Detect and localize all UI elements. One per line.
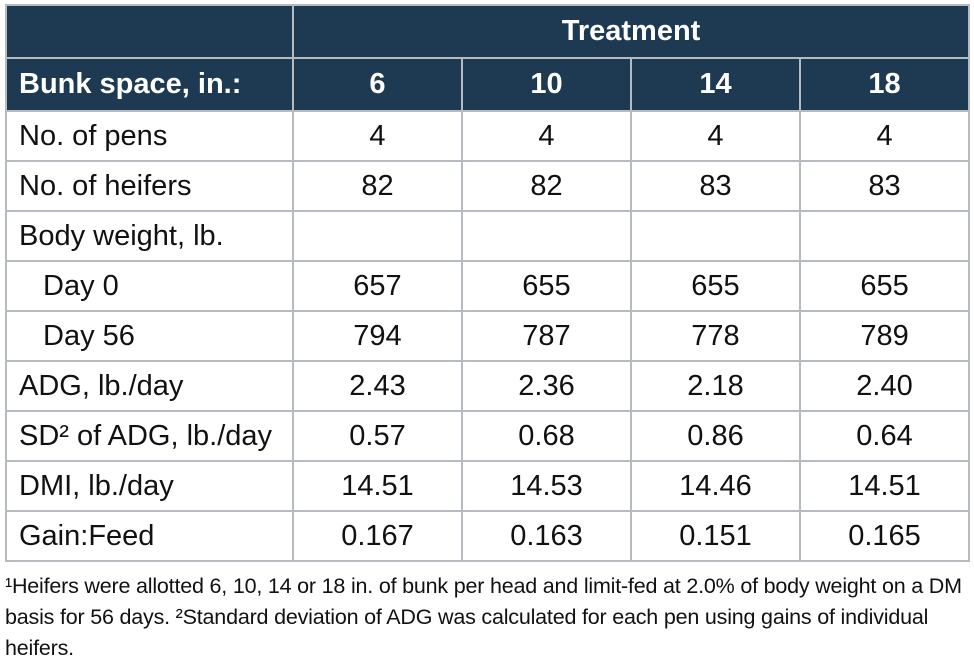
cell-value: 778	[630, 310, 801, 362]
cell-value: 0.64	[798, 410, 971, 462]
cell-value: 2.18	[630, 360, 801, 412]
table-row: Gain:Feed 0.167 0.163 0.151 0.165	[5, 510, 971, 562]
treatment-value-14: 14	[630, 57, 801, 112]
corner-cell	[5, 4, 294, 59]
cell-value: 82	[292, 160, 463, 212]
row-label: No. of heifers	[5, 160, 294, 212]
cell-value: 789	[798, 310, 971, 362]
table-body: No. of pens 4 4 4 4 No. of heifers 82 82 83 83 Bod…	[5, 110, 971, 562]
cell-value: 14.51	[798, 460, 971, 512]
cell-value: 0.68	[461, 410, 632, 462]
cell-value: 657	[292, 260, 463, 312]
row-label: Gain:Feed	[5, 510, 294, 562]
cell-value	[461, 210, 632, 262]
row-label: ADG, lb./day	[5, 360, 294, 412]
cell-value: 14.46	[630, 460, 801, 512]
treatment-value-18: 18	[798, 57, 971, 112]
row-label: Day 0	[5, 260, 294, 312]
table-row: No. of heifers 82 82 83 83	[5, 160, 971, 212]
treatment-results-table: Treatment Bunk space, in.: 6 10 14 18 No…	[5, 4, 971, 562]
cell-value: 2.43	[292, 360, 463, 412]
bunk-space-header-row: Bunk space, in.: 6 10 14 18	[5, 57, 971, 112]
cell-value	[798, 210, 971, 262]
table-row: Day 56 794 787 778 789	[5, 310, 971, 362]
cell-value: 4	[461, 110, 632, 162]
cell-value: 82	[461, 160, 632, 212]
table-row: Body weight, lb.	[5, 210, 971, 262]
cell-value: 4	[292, 110, 463, 162]
table-row: DMI, lb./day 14.51 14.53 14.46 14.51	[5, 460, 971, 512]
cell-value: 0.163	[461, 510, 632, 562]
table-row: SD² of ADG, lb./day 0.57 0.68 0.86 0.64	[5, 410, 971, 462]
cell-value: 794	[292, 310, 463, 362]
cell-value: 14.51	[292, 460, 463, 512]
bunk-space-label: Bunk space, in.:	[5, 57, 294, 112]
cell-value: 4	[630, 110, 801, 162]
treatment-header-label: Treatment	[291, 4, 971, 59]
cell-value: 0.57	[292, 410, 463, 462]
cell-value	[630, 210, 801, 262]
treatment-value-6: 6	[292, 57, 463, 112]
row-label: Body weight, lb.	[5, 210, 294, 262]
row-label: No. of pens	[5, 110, 294, 162]
treatment-header-row: Treatment	[5, 4, 971, 59]
table-row: No. of pens 4 4 4 4	[5, 110, 971, 162]
cell-value: 83	[798, 160, 971, 212]
row-label: Day 56	[5, 310, 294, 362]
cell-value: 655	[461, 260, 632, 312]
cell-value: 655	[798, 260, 971, 312]
row-label: SD² of ADG, lb./day	[5, 410, 294, 462]
table-footnotes: ¹Heifers were allotted 6, 10, 14 or 18 i…	[5, 574, 962, 660]
cell-value: 787	[461, 310, 632, 362]
cell-value: 0.151	[630, 510, 801, 562]
cell-value: 83	[630, 160, 801, 212]
table-figure: Treatment Bunk space, in.: 6 10 14 18 No…	[5, 4, 971, 664]
cell-value: 4	[798, 110, 971, 162]
cell-value: 14.53	[461, 460, 632, 512]
cell-value: 0.165	[798, 510, 971, 562]
cell-value	[292, 210, 463, 262]
table-header: Treatment Bunk space, in.: 6 10 14 18	[5, 4, 971, 112]
cell-value: 655	[630, 260, 801, 312]
cell-value: 0.167	[292, 510, 463, 562]
cell-value: 0.86	[630, 410, 801, 462]
treatment-value-10: 10	[461, 57, 632, 112]
table-row: ADG, lb./day 2.43 2.36 2.18 2.40	[5, 360, 971, 412]
table-row: Day 0 657 655 655 655	[5, 260, 971, 312]
cell-value: 2.36	[461, 360, 632, 412]
row-label: DMI, lb./day	[5, 460, 294, 512]
cell-value: 2.40	[798, 360, 971, 412]
